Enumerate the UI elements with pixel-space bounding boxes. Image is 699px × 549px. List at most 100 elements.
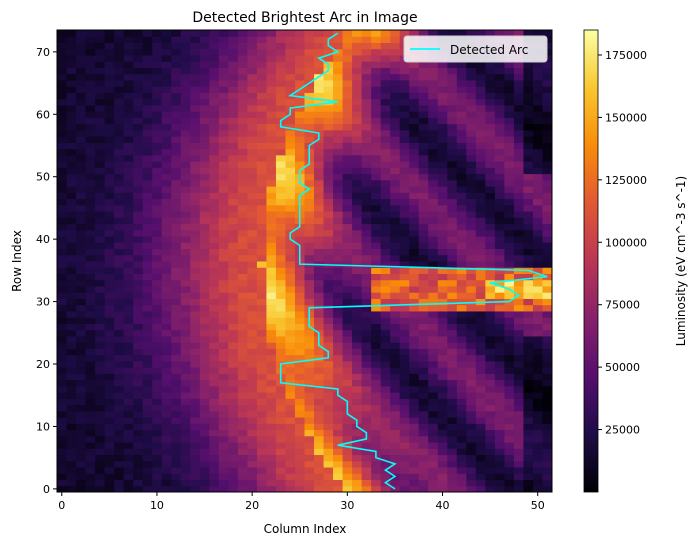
heatmap-cell [352,61,363,68]
heatmap-cell [180,298,191,306]
heatmap-cell [333,435,344,443]
heatmap-cell [171,429,182,437]
heatmap-cell [123,292,134,299]
heatmap-cell [218,229,229,237]
heatmap-cell [228,179,239,187]
heatmap-cell [190,236,201,243]
heatmap-cell [161,292,172,299]
heatmap-cell [199,417,210,424]
heatmap-cell [66,385,77,393]
heatmap-cell [266,310,277,318]
heatmap-cell [361,323,372,331]
heatmap-cell [209,442,220,449]
heatmap-cell [161,348,172,356]
heatmap-cell [133,192,144,200]
heatmap-cell [266,435,277,443]
heatmap-cell [542,348,553,356]
heatmap-cell [180,173,191,181]
heatmap-cell [418,86,429,93]
heatmap-cell [542,335,553,343]
heatmap-cell [275,192,286,200]
heatmap-cell [342,54,353,62]
heatmap-cell [190,385,201,393]
heatmap-cell [66,79,77,87]
heatmap-cell [504,473,515,481]
heatmap-cell [342,317,353,324]
heatmap-cell [152,329,163,337]
heatmap-cell [447,30,458,37]
heatmap-cell [161,423,172,431]
heatmap-cell [190,317,201,324]
heatmap-cell [456,211,467,218]
heatmap-cell [104,348,115,356]
heatmap-cell [180,310,191,318]
heatmap-cell [209,223,220,231]
heatmap-cell [456,198,467,206]
heatmap-cell [133,298,144,306]
heatmap-cell [504,323,515,331]
heatmap-cell [380,67,391,75]
heatmap-cell [57,86,68,93]
heatmap-cell [380,30,391,37]
heatmap-cell [466,460,477,468]
heatmap-cell [294,104,305,112]
heatmap-cell [371,417,382,424]
heatmap-cell [85,373,96,381]
heatmap-cell [161,179,172,187]
heatmap-cell [380,117,391,125]
heatmap-cell [542,267,553,274]
heatmap-cell [504,104,515,112]
heatmap-cell [494,442,505,449]
heatmap-cell [418,348,429,356]
heatmap-cell [485,92,496,100]
heatmap-cell [380,460,391,468]
heatmap-cell [523,379,534,387]
heatmap-cell [333,404,344,412]
heatmap-cell [542,423,553,431]
heatmap-cell [142,279,153,287]
heatmap-cell [532,186,543,193]
heatmap-cell [294,273,305,281]
heatmap-cell [380,423,391,431]
heatmap-cell [142,217,153,225]
heatmap-cell [247,323,258,331]
heatmap-cell [142,335,153,343]
heatmap-cell [190,323,201,331]
heatmap-cell [66,379,77,387]
heatmap-cell [199,385,210,393]
heatmap-cell [304,204,315,212]
heatmap-cell [199,223,210,231]
heatmap-cell [485,98,496,106]
heatmap-cell [275,423,286,431]
heatmap-cell [275,198,286,206]
heatmap-cell [523,417,534,424]
heatmap-cell [142,123,153,131]
heatmap-cell [247,104,258,112]
heatmap-cell [237,30,248,37]
heatmap-cell [256,367,267,374]
heatmap-cell [371,292,382,299]
heatmap-cell [152,435,163,443]
heatmap-cell [95,423,106,431]
heatmap-cell [180,211,191,218]
heatmap-cell [66,279,77,287]
heatmap-cell [247,211,258,218]
heatmap-cell [228,360,239,368]
heatmap-cell [123,360,134,368]
heatmap-cell [171,248,182,256]
heatmap-cell [228,317,239,324]
heatmap-cell [209,454,220,462]
heatmap-cell [294,154,305,162]
heatmap-cell [371,54,382,62]
heatmap-cell [95,448,106,456]
heatmap-cell [237,179,248,187]
heatmap-cell [190,392,201,399]
heatmap-cell [342,36,353,43]
heatmap-cell [123,73,134,81]
heatmap-cell [380,304,391,312]
heatmap-cell [161,154,172,162]
heatmap-cell [228,323,239,331]
heatmap-cell [180,86,191,93]
heatmap-cell [256,73,267,81]
